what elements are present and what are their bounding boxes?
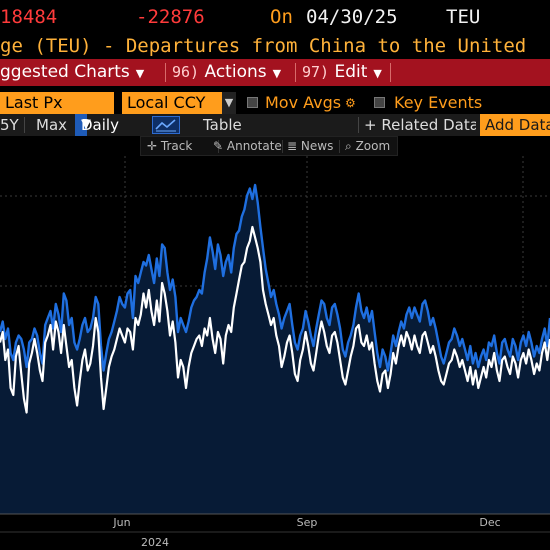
add-data-input[interactable]: Add Data [480,114,550,136]
table-button[interactable]: Table [203,116,242,134]
year-label: 2024 [141,536,169,549]
caret-down-icon: ▼ [272,67,282,80]
menu-divider [390,63,391,82]
key-events-label: Key Events [394,93,483,112]
net-change: -22876 [136,6,205,28]
frequency-select[interactable]: Daily ▼ [75,114,119,136]
zoom-tool[interactable]: ⌕ Zoom [345,137,390,155]
chart-tools-row: ✛ Track ✎ Annotate ≣ News ⌕ Zoom [0,136,550,156]
caret-down-icon: ▼ [135,67,145,80]
crosshair-icon: ✛ [147,139,158,153]
x-tick-label: Sep [297,516,318,529]
caret-down-icon: ▼ [373,67,382,80]
options-row: Last Px Local CCY ▼ Mov Avgs ⚙ Key Event… [0,92,550,114]
news-icon: ≣ [287,139,298,153]
suggested-charts-menu[interactable]: ggested Charts ▼ [0,59,144,86]
annotate-label: Annotate [226,139,282,153]
menu-divider [295,63,296,82]
chevron-down-icon[interactable]: ▼ [222,92,236,114]
edit-menu[interactable]: 97) Edit ▼ [302,59,382,86]
chart-toolbar: ✛ Track ✎ Annotate ≣ News ⌕ Zoom [140,136,398,156]
line-chart-type-button[interactable] [152,116,180,134]
price-field-value: Last Px [5,93,63,112]
price-field-select[interactable]: Last Px [0,92,114,114]
mov-avgs-label: Mov Avgs [265,93,342,112]
actions-menu[interactable]: 96) Actions ▼ [172,59,281,86]
edit-label: Edit [334,62,368,82]
caret-down-icon: ▼ [81,117,91,132]
suggested-charts-label: ggested Charts [0,62,130,82]
frequency-value: Daily [81,116,119,134]
x-tick-label: Dec [479,516,500,529]
line-chart[interactable]: Jun Sep Dec 2024 [0,136,550,550]
news-tool[interactable]: ≣ News [287,137,333,155]
track-label: Track [160,139,193,153]
currency-select[interactable]: Local CCY [122,92,222,114]
series-line-blue [0,183,550,372]
security-title: ge (TEU) - Departures from China to the … [0,35,527,57]
search-icon: ⌕ [345,139,352,153]
as-of-date: 04/30/25 [306,6,398,28]
range-max-button[interactable]: Max [36,116,68,134]
annotate-tool[interactable]: ✎ Annotate [213,137,282,155]
x-tick-label: Jun [112,516,130,529]
range-5y-button[interactable]: 5Y [0,116,19,134]
track-tool[interactable]: ✛ Track [147,137,192,155]
tool-divider [218,140,219,153]
mov-avgs-checkbox[interactable] [247,97,258,108]
range-divider [24,117,25,133]
related-data-button[interactable]: + Related Data [364,116,476,134]
security-header: 18484 -22876 On 04/30/25 TEU [0,3,550,31]
currency-value: Local CCY [127,93,206,112]
gear-icon[interactable]: ⚙ [345,96,356,110]
menu-divider [165,63,166,82]
edit-number: 97) [302,63,330,81]
series-area-fill [0,185,550,514]
annotate-icon: ✎ [213,139,224,153]
on-label: On [270,6,293,28]
last-value: 18484 [0,6,58,28]
series-line-white [0,225,550,414]
x-axis-ticks: Jun Sep Dec [112,516,500,529]
tool-divider [339,140,340,153]
tool-divider [282,140,283,153]
zoom-label: Zoom [355,139,391,153]
unit-label: TEU [446,6,481,28]
actions-number: 96) [172,63,200,81]
line-chart-icon [155,119,176,132]
key-events-checkbox[interactable] [374,97,385,108]
menu-bar: ggested Charts ▼ 96) Actions ▼ 97) Edit ▼ [0,59,550,86]
add-data-placeholder: Add Data [485,116,550,134]
range-divider [358,117,359,133]
range-bar: 5Y Max Daily ▼ Table + Related Data Add … [0,114,550,136]
news-label: News [300,139,334,153]
chart-title-row: ge (TEU) - Departures from China to the … [0,33,550,59]
actions-label: Actions [204,62,267,82]
